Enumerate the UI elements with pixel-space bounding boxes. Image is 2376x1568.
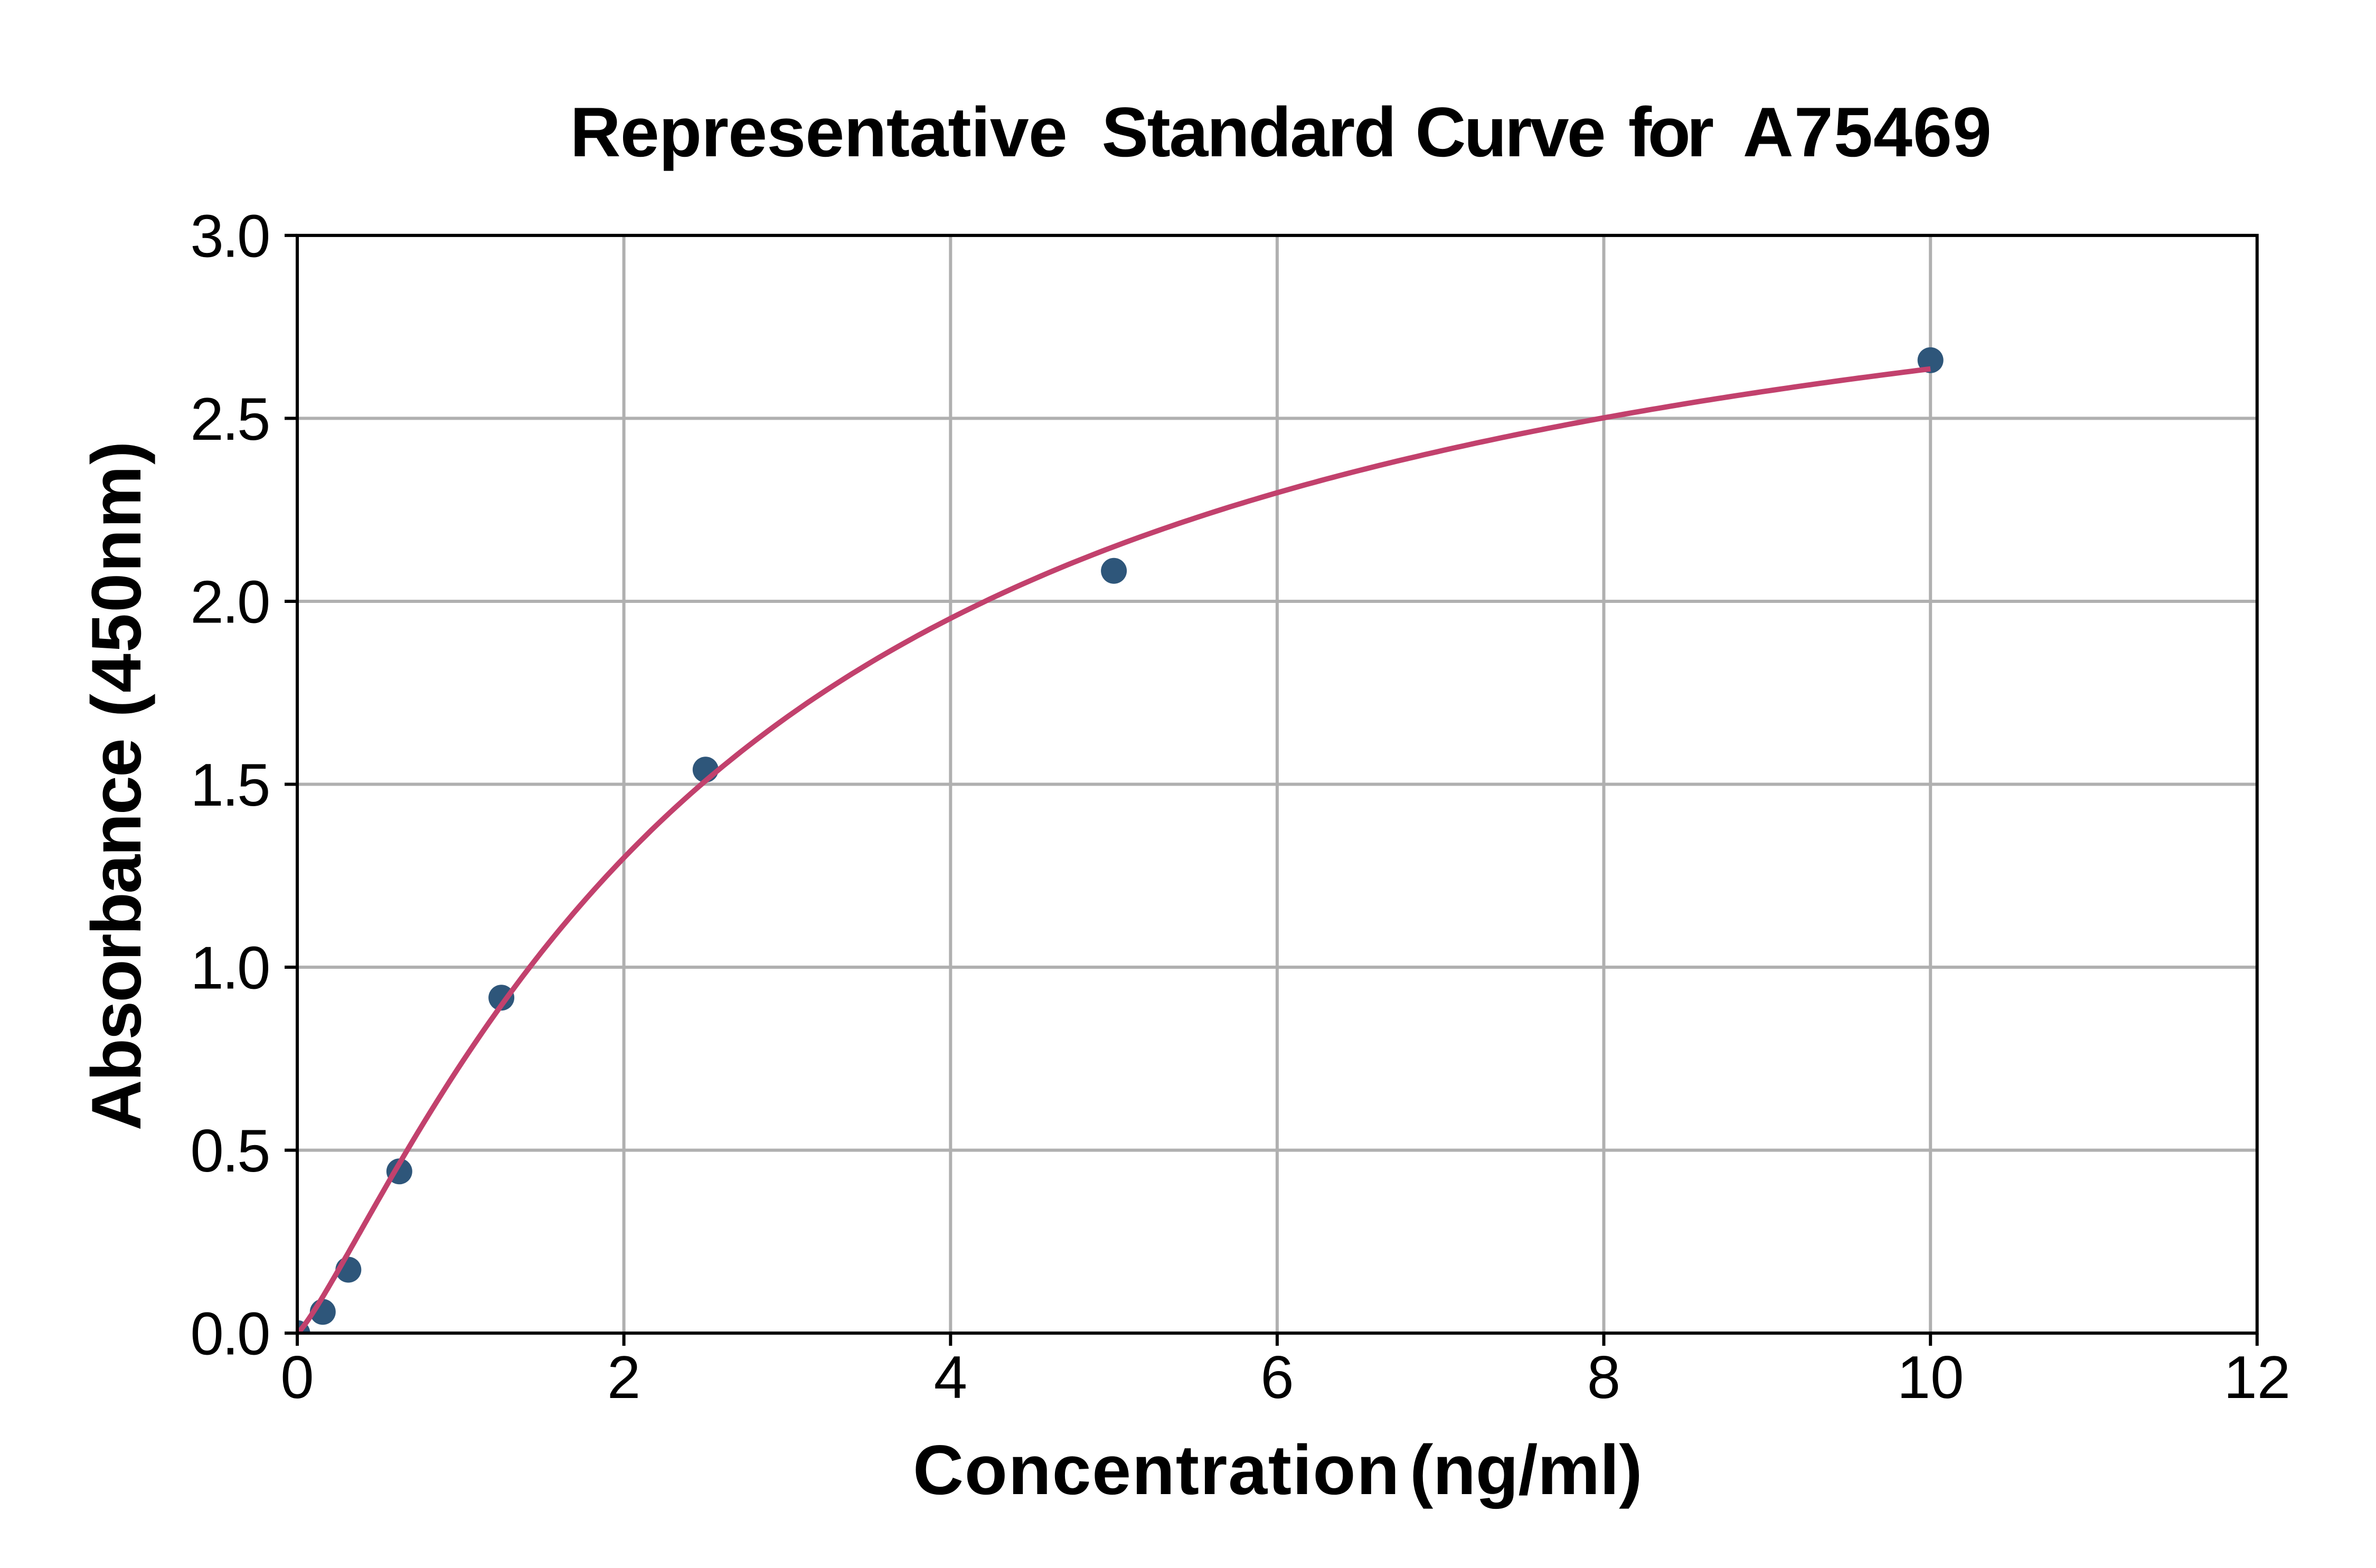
svg-text:A75469: A75469 — [1743, 93, 1992, 172]
svg-text:(450nm): (450nm) — [78, 441, 156, 717]
svg-text:Representative: Representative — [570, 93, 1068, 172]
svg-text:Concentration: Concentration — [913, 1431, 1400, 1509]
svg-text:3.0: 3.0 — [190, 203, 270, 270]
svg-text:Curve: Curve — [1415, 93, 1606, 172]
svg-text:Standard: Standard — [1101, 93, 1397, 172]
svg-text:12: 12 — [2223, 1344, 2290, 1411]
svg-text:0.0: 0.0 — [190, 1301, 270, 1368]
svg-text:0: 0 — [280, 1344, 314, 1411]
svg-text:for: for — [1628, 93, 1714, 172]
svg-text:4: 4 — [934, 1344, 967, 1411]
svg-text:Absorbance: Absorbance — [78, 738, 156, 1130]
svg-text:10: 10 — [1897, 1344, 1964, 1411]
svg-text:6: 6 — [1260, 1344, 1294, 1411]
svg-text:2: 2 — [607, 1344, 640, 1411]
svg-text:2.0: 2.0 — [190, 569, 270, 636]
svg-text:(ng/ml): (ng/ml) — [1410, 1431, 1643, 1509]
svg-text:1.0: 1.0 — [190, 935, 270, 1002]
svg-text:2.5: 2.5 — [190, 386, 270, 453]
svg-text:0.5: 0.5 — [190, 1118, 270, 1185]
svg-text:1.5: 1.5 — [190, 752, 270, 819]
svg-text:8: 8 — [1587, 1344, 1620, 1411]
